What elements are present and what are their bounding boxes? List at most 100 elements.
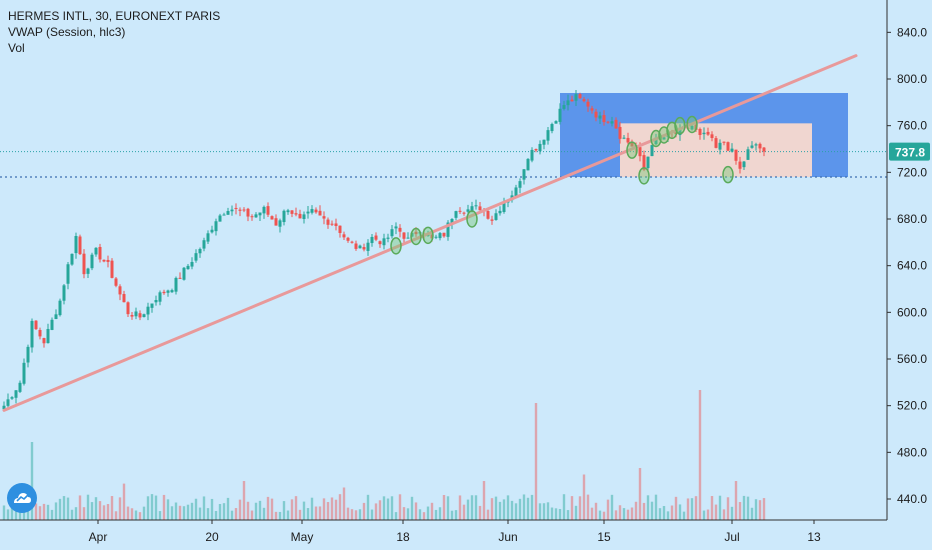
- candle-body: [2, 405, 6, 410]
- volume-bar: [70, 509, 74, 520]
- pink-rectangle-drawing[interactable]: [620, 123, 812, 177]
- volume-bar: [378, 500, 382, 520]
- candle-body: [242, 209, 246, 211]
- volume-bar: [498, 501, 502, 520]
- candle-body: [578, 94, 582, 99]
- candle-body: [382, 238, 386, 246]
- candle-body: [554, 121, 558, 124]
- candle-body: [618, 126, 622, 139]
- candle-body: [714, 138, 718, 148]
- volume-bar: [230, 510, 234, 520]
- volume-bar: [146, 496, 150, 520]
- symbol-title[interactable]: HERMES INTL, 30, EURONEXT PARIS: [8, 9, 221, 23]
- volume-bar: [398, 494, 402, 520]
- volume-bar: [94, 497, 98, 520]
- volume-bar: [362, 502, 366, 520]
- volume-bar: [122, 483, 126, 520]
- candle-body: [342, 234, 346, 238]
- candle-body: [734, 149, 738, 161]
- candle-body: [34, 320, 38, 330]
- x-tick-label: May: [291, 530, 314, 544]
- candle-body: [42, 338, 46, 344]
- volume-bar: [286, 510, 290, 520]
- volume-bar: [610, 494, 614, 520]
- candle-body: [762, 147, 766, 152]
- volume-bar: [510, 500, 514, 520]
- candle-body: [746, 149, 750, 160]
- volume-bar: [746, 496, 750, 520]
- volume-bar: [718, 495, 722, 520]
- volume-bar: [650, 501, 654, 520]
- candle-body: [606, 121, 610, 123]
- marker-ellipse-drawing[interactable]: [638, 167, 650, 185]
- candle-body: [546, 130, 550, 141]
- volume-bar: [642, 502, 646, 520]
- candle-body: [294, 213, 298, 215]
- candle-body: [458, 210, 462, 212]
- volume-bar: [166, 499, 170, 520]
- volume-bar: [494, 496, 498, 520]
- volume-bar: [134, 510, 138, 520]
- candle-body: [258, 212, 262, 216]
- candle-body: [202, 240, 206, 249]
- x-tick-label: 20: [205, 530, 219, 544]
- volume-bar: [702, 510, 706, 520]
- volume-bar: [182, 506, 186, 520]
- volume-bar: [542, 503, 546, 520]
- candle-body: [82, 253, 86, 275]
- price-tag-background: [889, 142, 930, 161]
- volume-bar: [30, 442, 34, 520]
- volume-bar: [210, 498, 214, 520]
- candle-body: [90, 254, 94, 269]
- candle-body: [594, 111, 598, 118]
- candle-body: [198, 248, 202, 254]
- volume-bar: [194, 498, 198, 520]
- marker-ellipse-drawing[interactable]: [722, 165, 734, 184]
- candle-body: [230, 209, 234, 212]
- candle-body: [238, 209, 242, 211]
- marker-ellipse-drawing[interactable]: [626, 141, 638, 159]
- price-axis-background: [887, 0, 932, 550]
- candle-body: [206, 233, 210, 242]
- candle-body: [134, 311, 138, 317]
- volume-bar: [314, 506, 318, 520]
- volume-bar: [198, 507, 202, 520]
- volume-bar: [150, 494, 154, 520]
- marker-ellipse-drawing[interactable]: [674, 116, 686, 135]
- marker-ellipse-drawing[interactable]: [686, 115, 698, 134]
- volume-bar: [406, 508, 410, 520]
- volume-bar: [402, 507, 406, 520]
- candle-body: [650, 145, 654, 157]
- candle-body: [398, 227, 402, 232]
- candle-body: [626, 137, 630, 143]
- vwap-indicator-label[interactable]: VWAP (Session, hlc3): [8, 25, 126, 39]
- candle-body: [514, 187, 518, 197]
- volume-bar: [390, 496, 394, 520]
- candle-body: [622, 137, 626, 139]
- y-tick-label: 760.0: [897, 119, 927, 133]
- volume-bar: [410, 496, 414, 520]
- marker-ellipse-drawing[interactable]: [466, 210, 478, 228]
- tradingview-logo-icon[interactable]: [7, 483, 37, 513]
- candle-body: [402, 232, 406, 239]
- candle-body: [442, 232, 446, 237]
- volume-bar: [534, 403, 538, 520]
- candle-body: [246, 208, 250, 217]
- marker-ellipse-drawing[interactable]: [390, 237, 402, 255]
- trend-line-drawing[interactable]: [2, 54, 858, 412]
- candle-body: [94, 247, 98, 255]
- volume-bar: [10, 502, 14, 520]
- candle-body: [582, 99, 586, 102]
- candle-body: [502, 202, 506, 213]
- candle-body: [6, 399, 10, 406]
- volume-indicator-label[interactable]: Vol: [8, 41, 25, 55]
- volume-bar: [442, 495, 446, 520]
- volume-bar: [470, 495, 474, 520]
- candle-body: [562, 105, 566, 109]
- candle-body: [538, 143, 542, 152]
- candle-body: [754, 144, 758, 146]
- marker-ellipse-drawing[interactable]: [410, 227, 422, 246]
- marker-ellipse-drawing[interactable]: [422, 226, 434, 245]
